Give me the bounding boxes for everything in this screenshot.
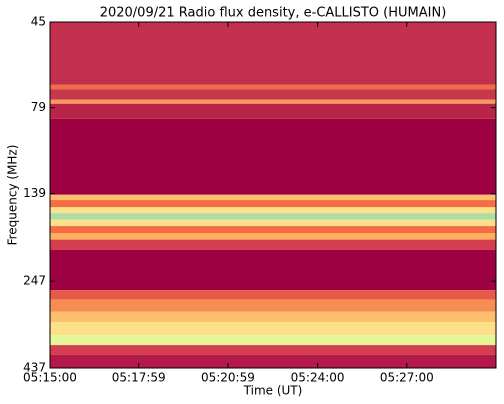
frequency-band	[50, 321, 496, 336]
x-tick-label: 05:24:00	[291, 371, 345, 385]
x-tick-label: 05:15:00	[23, 371, 77, 385]
frequency-band	[50, 299, 496, 312]
frequency-band	[50, 239, 496, 250]
y-tick-label: 139	[23, 186, 46, 200]
chart-title: 2020/09/21 Radio flux density, e-CALLIST…	[100, 6, 447, 21]
frequency-band	[50, 290, 496, 300]
x-tick-label: 05:17:59	[112, 371, 166, 385]
frequency-band	[50, 118, 496, 195]
frequency-band	[50, 207, 496, 214]
y-tick-label: 45	[31, 15, 46, 29]
y-tick-label: 247	[23, 274, 46, 288]
frequency-band	[50, 311, 496, 322]
frequency-band	[50, 226, 496, 233]
frequency-band	[50, 89, 496, 100]
plot-area	[50, 22, 496, 368]
frequency-band	[50, 354, 496, 368]
frequency-band	[50, 335, 496, 346]
frequency-band	[50, 219, 496, 227]
frequency-band	[50, 194, 496, 201]
frequency-band	[50, 200, 496, 208]
frequency-band	[50, 84, 496, 90]
frequency-band	[50, 232, 496, 240]
y-axis-label: Frequency (MHz)	[6, 145, 20, 246]
x-axis-label: Time (UT)	[243, 384, 303, 398]
frequency-band	[50, 249, 496, 291]
frequency-band	[50, 99, 496, 104]
x-tick-label: 05:27:00	[380, 371, 434, 385]
y-tick-label: 437	[23, 361, 46, 375]
plot-frame	[49, 21, 497, 369]
x-tick-label: 05:20:59	[201, 371, 255, 385]
frequency-band	[50, 103, 496, 119]
frequency-band	[50, 345, 496, 355]
y-tick-label: 79	[31, 100, 46, 114]
frequency-band	[50, 22, 496, 85]
frequency-band	[50, 213, 496, 220]
